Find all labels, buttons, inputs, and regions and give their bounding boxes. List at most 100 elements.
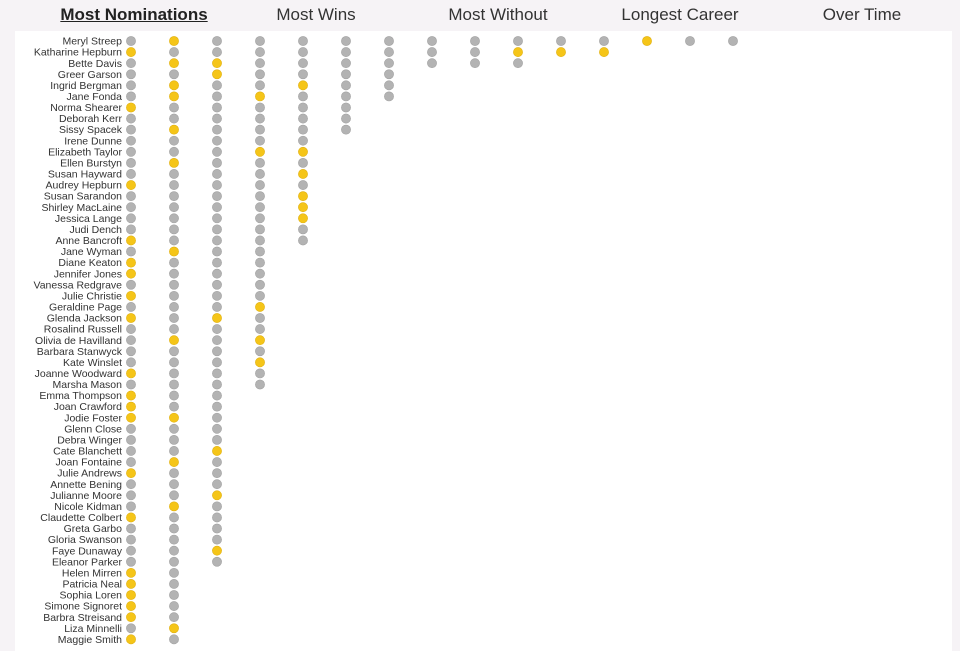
- nomination-dot[interactable]: [212, 512, 222, 523]
- nomination-dot[interactable]: [685, 36, 695, 46]
- win-dot[interactable]: [255, 357, 265, 368]
- nomination-dot[interactable]: [298, 69, 308, 80]
- nomination-dot[interactable]: [212, 523, 222, 534]
- nomination-dot[interactable]: [126, 490, 136, 501]
- nomination-dot[interactable]: [212, 556, 222, 567]
- win-dot[interactable]: [126, 102, 136, 113]
- nomination-dot[interactable]: [212, 91, 222, 102]
- win-dot[interactable]: [126, 368, 136, 379]
- nomination-dot[interactable]: [126, 135, 136, 146]
- win-dot[interactable]: [212, 313, 222, 323]
- nomination-dot[interactable]: [298, 91, 308, 102]
- win-dot[interactable]: [169, 124, 179, 135]
- nomination-dot[interactable]: [212, 390, 222, 401]
- nomination-dot[interactable]: [169, 290, 179, 301]
- nomination-dot[interactable]: [212, 80, 222, 91]
- nomination-dot[interactable]: [212, 135, 222, 146]
- nomination-dot[interactable]: [298, 135, 308, 146]
- nomination-dot[interactable]: [169, 446, 179, 456]
- tab-most-wins[interactable]: Most Wins: [276, 5, 356, 24]
- nomination-dot[interactable]: [169, 634, 179, 645]
- nomination-dot[interactable]: [169, 135, 179, 146]
- nomination-dot[interactable]: [298, 102, 308, 113]
- nomination-dot[interactable]: [212, 324, 222, 334]
- nomination-dot[interactable]: [212, 102, 222, 113]
- nomination-dot[interactable]: [255, 69, 265, 80]
- nomination-dot[interactable]: [255, 224, 265, 235]
- nomination-dot[interactable]: [212, 368, 222, 379]
- nomination-dot[interactable]: [212, 213, 222, 224]
- nomination-dot[interactable]: [599, 36, 609, 46]
- win-dot[interactable]: [126, 257, 136, 268]
- nomination-dot[interactable]: [126, 302, 136, 312]
- nomination-dot[interactable]: [169, 346, 179, 357]
- nomination-dot[interactable]: [212, 169, 222, 179]
- nomination-dot[interactable]: [513, 58, 523, 69]
- nomination-dot[interactable]: [126, 324, 136, 334]
- win-dot[interactable]: [126, 579, 136, 589]
- win-dot[interactable]: [126, 567, 136, 578]
- nomination-dot[interactable]: [212, 257, 222, 268]
- nomination-dot[interactable]: [126, 58, 136, 69]
- nomination-dot[interactable]: [169, 612, 179, 623]
- win-dot[interactable]: [556, 47, 566, 57]
- nomination-dot[interactable]: [341, 58, 351, 69]
- nomination-dot[interactable]: [212, 146, 222, 157]
- nomination-dot[interactable]: [212, 379, 222, 390]
- nomination-dot[interactable]: [255, 268, 265, 279]
- win-dot[interactable]: [126, 390, 136, 401]
- nomination-dot[interactable]: [126, 246, 136, 257]
- win-dot[interactable]: [298, 191, 308, 202]
- tab-most-without[interactable]: Most Without: [448, 5, 548, 24]
- nomination-dot[interactable]: [169, 512, 179, 523]
- nomination-dot[interactable]: [470, 36, 480, 46]
- win-dot[interactable]: [126, 468, 136, 479]
- win-dot[interactable]: [599, 47, 609, 57]
- win-dot[interactable]: [126, 512, 136, 523]
- nomination-dot[interactable]: [212, 290, 222, 301]
- nomination-dot[interactable]: [169, 47, 179, 57]
- nomination-dot[interactable]: [126, 434, 136, 445]
- nomination-dot[interactable]: [298, 157, 308, 168]
- nomination-dot[interactable]: [255, 191, 265, 202]
- nomination-dot[interactable]: [427, 58, 437, 69]
- nomination-dot[interactable]: [384, 91, 394, 102]
- nomination-dot[interactable]: [126, 279, 136, 290]
- win-dot[interactable]: [126, 180, 136, 190]
- nomination-dot[interactable]: [255, 124, 265, 135]
- nomination-dot[interactable]: [384, 36, 394, 46]
- nomination-dot[interactable]: [298, 224, 308, 235]
- nomination-dot[interactable]: [341, 113, 351, 124]
- win-dot[interactable]: [126, 612, 136, 623]
- nomination-dot[interactable]: [255, 135, 265, 146]
- nomination-dot[interactable]: [126, 80, 136, 91]
- nomination-dot[interactable]: [255, 58, 265, 69]
- nomination-dot[interactable]: [169, 313, 179, 323]
- nomination-dot[interactable]: [255, 180, 265, 190]
- nomination-dot[interactable]: [255, 202, 265, 213]
- nomination-dot[interactable]: [126, 113, 136, 124]
- win-dot[interactable]: [169, 623, 179, 634]
- nomination-dot[interactable]: [169, 357, 179, 368]
- nomination-dot[interactable]: [212, 479, 222, 490]
- nomination-dot[interactable]: [255, 47, 265, 57]
- nomination-dot[interactable]: [212, 468, 222, 479]
- nomination-dot[interactable]: [298, 235, 308, 246]
- nomination-dot[interactable]: [212, 47, 222, 57]
- nomination-dot[interactable]: [126, 146, 136, 157]
- nomination-dot[interactable]: [169, 324, 179, 334]
- win-dot[interactable]: [298, 146, 308, 157]
- win-dot[interactable]: [126, 634, 136, 645]
- nomination-dot[interactable]: [255, 213, 265, 224]
- nomination-dot[interactable]: [169, 479, 179, 490]
- nomination-dot[interactable]: [126, 446, 136, 456]
- win-dot[interactable]: [126, 590, 136, 600]
- win-dot[interactable]: [169, 457, 179, 467]
- nomination-dot[interactable]: [384, 69, 394, 80]
- win-dot[interactable]: [169, 157, 179, 168]
- nomination-dot[interactable]: [728, 36, 738, 46]
- nomination-dot[interactable]: [126, 191, 136, 202]
- win-dot[interactable]: [169, 335, 179, 346]
- tab-most-nominations[interactable]: Most Nominations: [60, 5, 208, 24]
- nomination-dot[interactable]: [212, 202, 222, 213]
